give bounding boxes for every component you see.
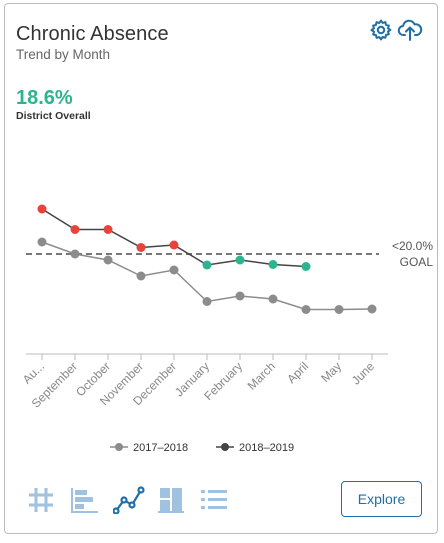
data-point-2018-2019[interactable]	[169, 240, 179, 250]
data-point-2018-2019[interactable]	[202, 260, 212, 270]
settings-button[interactable]	[369, 18, 393, 42]
list-view-button[interactable]	[199, 486, 229, 514]
data-point-2017-2018[interactable]	[334, 305, 344, 314]
bar-view-button[interactable]	[69, 486, 99, 514]
number-view-button[interactable]	[27, 486, 55, 514]
goal-label: GOAL	[400, 255, 434, 269]
explore-button[interactable]: Explore	[341, 481, 422, 517]
gear-icon	[370, 19, 392, 41]
legend-label: 2017–2018	[133, 442, 188, 454]
legend-item-2018-2019[interactable]: 2018–2019	[216, 442, 294, 454]
data-point-2018-2019[interactable]	[37, 204, 47, 214]
card-title: Chronic Absence	[16, 23, 169, 45]
data-point-2017-2018[interactable]	[37, 237, 47, 247]
x-tick-label: June	[349, 359, 378, 388]
data-point-2018-2019[interactable]	[103, 225, 113, 234]
data-point-2017-2018[interactable]	[268, 294, 278, 304]
export-button[interactable]	[397, 18, 423, 42]
block-chart-icon	[158, 488, 184, 513]
cloud-upload-icon	[397, 19, 423, 41]
legend-item-2017-2018[interactable]: 2017–2018	[110, 442, 188, 454]
bar-chart-icon	[71, 488, 98, 513]
data-point-2017-2018[interactable]	[202, 297, 212, 306]
block-view-button[interactable]	[157, 486, 185, 514]
hash-icon	[29, 488, 53, 512]
district-metric-label: District Overall	[16, 110, 91, 122]
list-icon	[201, 490, 227, 509]
district-metric-value: 18.6%	[16, 87, 73, 109]
data-point-2017-2018[interactable]	[235, 291, 245, 301]
line-chart-icon	[112, 486, 145, 515]
series-line-2018-2019	[41, 208, 307, 268]
trend-view-button[interactable]	[112, 486, 145, 515]
data-point-2018-2019[interactable]	[70, 225, 80, 234]
data-point-2017-2018[interactable]	[103, 255, 113, 265]
data-point-2018-2019[interactable]	[301, 262, 311, 271]
data-point-2017-2018[interactable]	[136, 271, 146, 281]
x-tick-label: March	[245, 359, 278, 392]
data-point-2017-2018[interactable]	[367, 304, 377, 314]
x-tick-label: April	[284, 359, 311, 386]
data-point-2018-2019[interactable]	[235, 255, 245, 265]
legend: 2017–2018 2018–2019	[110, 442, 294, 454]
trend-chart: Au...SeptemberOctoberNovemberDecemberJan…	[20, 204, 434, 454]
legend-label: 2018–2019	[239, 442, 294, 454]
data-point-2017-2018[interactable]	[70, 249, 80, 259]
goal-value-label: <20.0%	[392, 239, 433, 253]
chronic-absence-card: Chronic Absence Trend by Month 18.6% Dis…	[4, 3, 438, 534]
x-tick-label: May	[318, 359, 344, 385]
data-point-2017-2018[interactable]	[169, 265, 179, 275]
data-point-2018-2019[interactable]	[136, 243, 146, 252]
data-point-2017-2018[interactable]	[301, 305, 311, 314]
x-tick-label: Au...	[20, 359, 47, 386]
data-point-2018-2019[interactable]	[268, 260, 278, 269]
card-subtitle: Trend by Month	[16, 47, 111, 62]
